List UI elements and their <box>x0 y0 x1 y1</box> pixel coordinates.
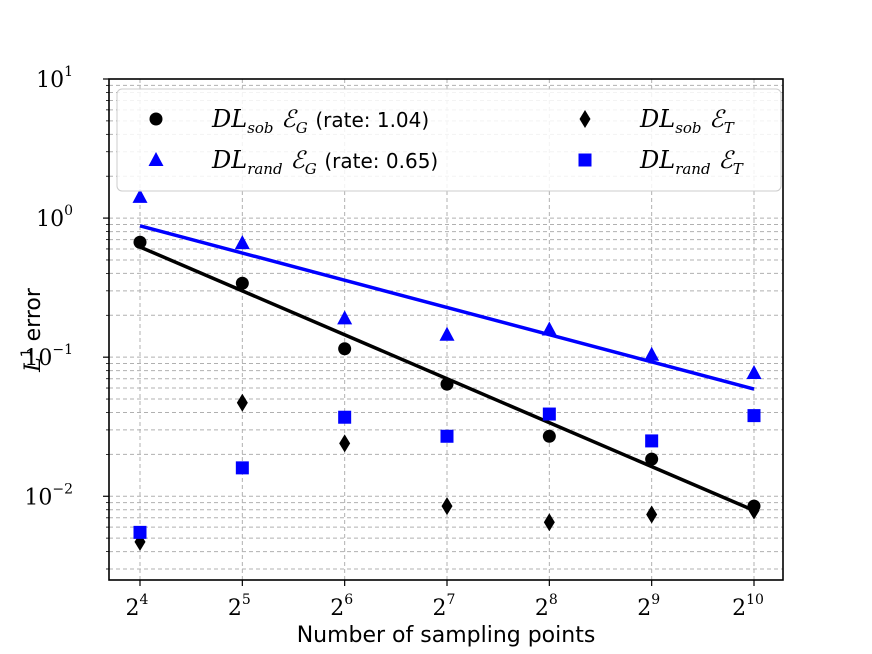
legend-label-sobT: DLsob ℰT <box>639 105 735 137</box>
point-sobT <box>543 513 555 532</box>
legend-box <box>116 88 782 192</box>
y-axis-label: L1 error <box>19 287 46 373</box>
point-randG <box>337 310 353 325</box>
point-sobT <box>748 501 760 520</box>
point-sobG <box>338 342 352 356</box>
legend-label-sobG: DLsob ℰG (rate: 1.04) <box>211 105 429 137</box>
y-tick-label: 100 <box>36 203 73 232</box>
point-randG <box>644 346 660 361</box>
point-randT <box>235 461 249 475</box>
x-tick-label: 29 <box>637 592 660 621</box>
x-tick-label: 210 <box>732 592 764 621</box>
point-sobT <box>236 393 248 412</box>
point-randG <box>439 326 455 341</box>
point-randT <box>338 410 352 424</box>
point-sobG <box>133 235 147 249</box>
point-sobG <box>645 452 659 466</box>
legend-marker-randT <box>578 153 592 167</box>
y-tick-label: 101 <box>36 64 73 93</box>
point-randT <box>542 407 556 421</box>
point-randG <box>234 235 250 250</box>
point-randG <box>746 364 762 379</box>
legend: DLsob ℰG (rate: 1.04) DLrand ℰG (rate: 0.… <box>116 88 782 192</box>
legend-label-randT: DLrand ℰT <box>639 146 744 178</box>
x-tick-label: 28 <box>535 592 558 621</box>
x-tick-label: 25 <box>228 592 251 621</box>
point-sobG <box>440 377 454 391</box>
data-markers <box>132 188 762 551</box>
x-tick-label: 24 <box>126 592 149 621</box>
x-tick-label: 26 <box>330 592 353 621</box>
point-randT <box>747 409 761 423</box>
point-randG <box>132 188 148 203</box>
x-axis-label: Number of sampling points <box>297 623 596 648</box>
plot-frame <box>108 78 784 581</box>
point-randG <box>541 321 557 336</box>
legend-label-randG: DLrand ℰG (rate: 0.65) <box>211 146 438 178</box>
legend-marker-sobG <box>149 112 163 126</box>
point-sobT <box>646 505 658 524</box>
point-randT <box>440 429 454 443</box>
x-tick-label: 27 <box>433 592 456 621</box>
point-sobT <box>339 434 351 453</box>
ticks: 24 25 26 27 28 29 210 101 100 10−1 10−2 <box>24 64 764 621</box>
point-sobT <box>441 497 453 516</box>
point-sobG <box>542 429 556 443</box>
point-randT <box>133 525 147 539</box>
point-randT <box>645 434 659 448</box>
y-tick-label: 10−1 <box>24 342 73 371</box>
point-sobG <box>235 276 249 290</box>
legend-marker-randG <box>148 152 164 166</box>
y-tick-label: 10−2 <box>24 481 73 510</box>
fit-line-randG <box>139 224 755 391</box>
legend-marker-sobT <box>579 110 591 128</box>
